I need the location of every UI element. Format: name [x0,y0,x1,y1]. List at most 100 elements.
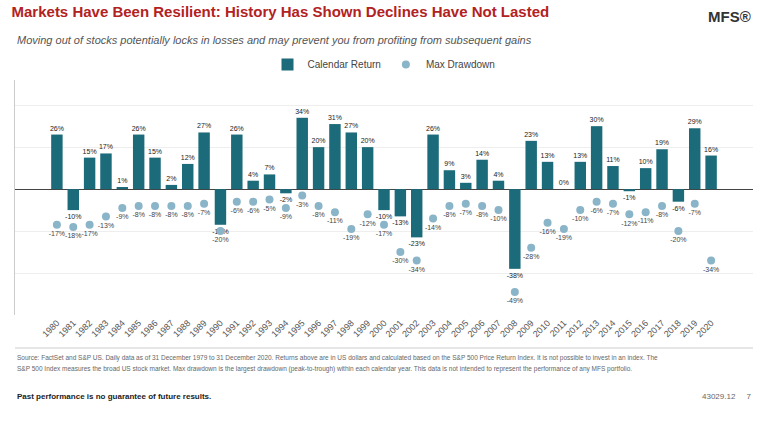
svg-text:-2%: -2% [280,196,292,203]
svg-text:-6%: -6% [590,207,602,214]
svg-text:1%: 1% [117,177,127,184]
svg-text:-20%: -20% [212,236,228,243]
svg-text:2009: 2009 [515,318,536,339]
svg-text:-6%: -6% [672,205,684,212]
svg-text:Source: FactSet and S&P US. Da: Source: FactSet and S&P US. Daily data a… [17,354,658,362]
svg-text:13%: 13% [573,152,587,159]
svg-text:2013: 2013 [580,318,601,339]
svg-text:0%: 0% [559,179,569,186]
svg-text:2005: 2005 [449,318,470,339]
svg-text:1999: 1999 [351,318,372,339]
svg-text:-16%: -16% [539,228,555,235]
svg-text:1990: 1990 [204,318,225,339]
svg-text:-10%: -10% [490,215,506,222]
svg-text:34%: 34% [295,108,309,115]
svg-text:2001: 2001 [384,318,405,339]
svg-text:2018: 2018 [662,318,683,339]
svg-text:1981: 1981 [57,318,78,339]
svg-text:Max Drawdown: Max Drawdown [426,59,495,70]
svg-text:1996: 1996 [302,318,323,339]
svg-text:23%: 23% [524,131,538,138]
svg-text:-17%: -17% [81,230,97,237]
svg-text:Past performance is no guarant: Past performance is no guarantee of futu… [17,392,211,401]
svg-text:15%: 15% [148,148,162,155]
svg-text:Calendar Return: Calendar Return [308,59,381,70]
svg-text:1992: 1992 [237,318,258,339]
svg-text:-6%: -6% [247,207,259,214]
svg-text:-12%: -12% [621,220,637,227]
svg-text:-7%: -7% [198,209,210,216]
svg-text:-20%: -20% [670,236,686,243]
svg-text:1989: 1989 [187,318,208,339]
svg-text:1988: 1988 [171,318,192,339]
svg-text:-11%: -11% [638,217,654,224]
svg-text:-10%: -10% [65,213,81,220]
svg-text:-8%: -8% [443,211,455,218]
svg-text:-8%: -8% [165,211,177,218]
svg-text:7%: 7% [264,164,274,171]
svg-text:1993: 1993 [253,318,274,339]
svg-text:2008: 2008 [498,318,519,339]
svg-text:2010: 2010 [531,318,552,339]
svg-text:14%: 14% [475,150,489,157]
svg-text:1984: 1984 [106,318,127,339]
svg-text:1994: 1994 [269,318,290,339]
svg-text:-49%: -49% [507,297,523,304]
svg-text:2020: 2020 [694,318,715,339]
svg-text:13%: 13% [541,152,555,159]
svg-text:-19%: -19% [343,234,359,241]
svg-text:11%: 11% [606,156,620,163]
svg-text:2014: 2014 [596,318,617,339]
svg-text:4%: 4% [248,171,258,178]
svg-text:1982: 1982 [73,318,94,339]
svg-text:27%: 27% [344,122,358,129]
svg-text:-30%: -30% [392,257,408,264]
svg-text:-13%: -13% [392,219,408,226]
svg-text:19%: 19% [655,139,669,146]
svg-text:Markets Have Been Resilient: H: Markets Have Been Resilient: History Has… [12,3,550,20]
svg-text:-10%: -10% [572,215,588,222]
svg-text:1985: 1985 [122,318,143,339]
svg-text:31%: 31% [328,114,342,121]
svg-text:2015: 2015 [613,318,634,339]
svg-text:10%: 10% [639,158,653,165]
svg-text:2007: 2007 [482,318,503,339]
svg-text:-9%: -9% [280,213,292,220]
svg-text:-7%: -7% [689,209,701,216]
svg-text:S&P 500 Index measures the bro: S&P 500 Index measures the broad US stoc… [17,365,632,373]
svg-text:-19%: -19% [556,234,572,241]
svg-text:-38%: -38% [507,272,523,279]
svg-text:20%: 20% [312,137,326,144]
svg-text:2002: 2002 [400,318,421,339]
svg-text:Moving out of stocks potential: Moving out of stocks potentially locks i… [17,34,532,46]
svg-text:-8%: -8% [312,211,324,218]
svg-text:2017: 2017 [645,318,666,339]
svg-text:-28%: -28% [523,253,539,260]
svg-text:MFS®: MFS® [708,8,751,25]
svg-text:-11%: -11% [327,217,343,224]
svg-text:2%: 2% [166,175,176,182]
svg-text:-8%: -8% [656,211,668,218]
svg-text:29%: 29% [688,118,702,125]
svg-text:-13%: -13% [98,222,114,229]
svg-text:26%: 26% [426,125,440,132]
svg-text:26%: 26% [132,125,146,132]
svg-text:30%: 30% [590,116,604,123]
svg-text:26%: 26% [50,125,64,132]
svg-text:-18%: -18% [65,232,81,239]
svg-text:1991: 1991 [220,318,241,339]
svg-text:43029.12 7: 43029.12 7 [702,392,751,401]
svg-text:2006: 2006 [465,318,486,339]
svg-text:2000: 2000 [367,318,388,339]
svg-text:-17%: -17% [49,230,65,237]
svg-text:-8%: -8% [182,211,194,218]
svg-text:-7%: -7% [460,209,472,216]
svg-text:2003: 2003 [416,318,437,339]
svg-text:1987: 1987 [155,318,176,339]
svg-text:-8%: -8% [476,211,488,218]
svg-text:17%: 17% [99,143,113,150]
svg-text:27%: 27% [197,122,211,129]
svg-text:-8%: -8% [149,211,161,218]
svg-text:3%: 3% [461,173,471,180]
svg-text:-17%: -17% [376,230,392,237]
